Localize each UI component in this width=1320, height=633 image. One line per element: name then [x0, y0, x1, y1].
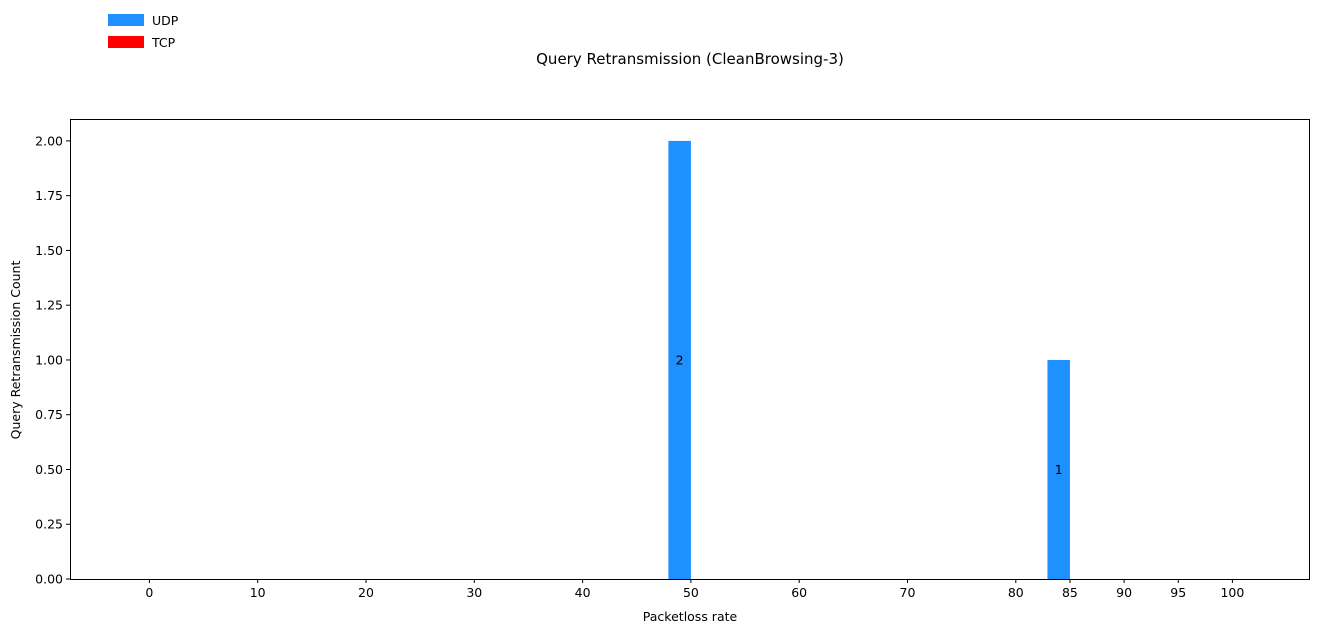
bar-value-label: 1 [1055, 462, 1063, 477]
y-tick-label: 1.00 [35, 352, 63, 367]
x-tick-label: 50 [683, 585, 699, 600]
y-axis-label: Query Retransmission Count [8, 261, 23, 440]
data-labels: 21 [676, 352, 1063, 477]
x-tick-label: 40 [575, 585, 591, 600]
y-axis: 0.00 0.25 0.50 0.75 1.00 1.25 1.50 1.75 2.00 [35, 133, 70, 587]
legend-swatch-tcp [108, 36, 144, 48]
y-tick-label: 1.25 [35, 298, 63, 313]
plot-area-frame [70, 119, 1310, 580]
x-tick-label: 95 [1170, 585, 1186, 600]
x-tick-label: 85 [1062, 585, 1078, 600]
x-tick-label: 30 [466, 585, 482, 600]
x-axis-label: Packetloss rate [643, 609, 738, 624]
x-tick-label: 10 [250, 585, 266, 600]
y-tick-label: 2.00 [35, 133, 63, 148]
bar-udp [1047, 359, 1070, 579]
bars [668, 140, 1070, 579]
x-tick-label: 0 [145, 585, 153, 600]
x-tick-label: 70 [900, 585, 916, 600]
legend-label-udp: UDP [152, 13, 179, 28]
x-axis: 0 10 20 30 40 50 60 70 80 85 90 95 100 [145, 579, 1244, 600]
y-tick-label: 0.00 [35, 572, 63, 587]
x-tick-label: 90 [1116, 585, 1132, 600]
legend-label-tcp: TCP [151, 35, 176, 50]
bar-udp [668, 140, 691, 579]
y-tick-label: 1.50 [35, 243, 63, 258]
y-tick-label: 0.25 [35, 517, 63, 532]
x-tick-label: 20 [358, 585, 374, 600]
x-tick-label: 80 [1008, 585, 1024, 600]
x-tick-label: 100 [1220, 585, 1244, 600]
legend: UDP TCP [108, 13, 179, 50]
y-tick-label: 0.75 [35, 407, 63, 422]
legend-swatch-udp [108, 14, 144, 26]
chart-title: Query Retransmission (CleanBrowsing-3) [536, 50, 844, 68]
bar-value-label: 2 [676, 352, 684, 367]
y-tick-label: 0.50 [35, 462, 63, 477]
y-tick-label: 1.75 [35, 188, 63, 203]
x-tick-label: 60 [791, 585, 807, 600]
